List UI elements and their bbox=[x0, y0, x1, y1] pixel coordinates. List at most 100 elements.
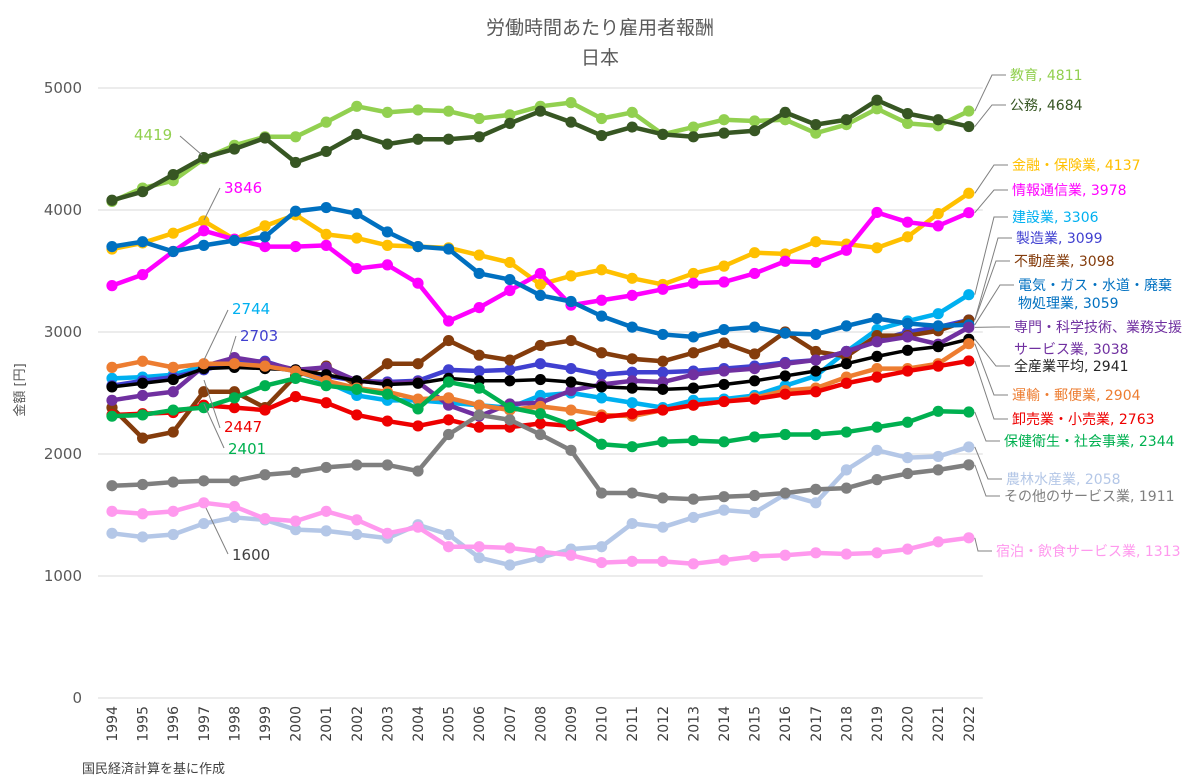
data-point bbox=[963, 289, 975, 301]
data-point bbox=[167, 169, 179, 181]
data-point bbox=[626, 487, 638, 499]
data-point bbox=[504, 542, 516, 554]
data-point bbox=[902, 108, 914, 120]
data-point bbox=[871, 206, 883, 219]
x-tick-label: 2006 bbox=[472, 706, 488, 742]
series-label: 専門・科学技術、業務支援サービス業, 3038 bbox=[1014, 320, 1182, 358]
data-point bbox=[840, 114, 853, 126]
x-tick-label: 2020 bbox=[901, 706, 917, 742]
data-point bbox=[259, 404, 271, 416]
data-point bbox=[779, 106, 791, 118]
data-point bbox=[626, 272, 638, 284]
series-label: 金融・保険業, 4137 bbox=[1012, 158, 1141, 174]
data-point bbox=[167, 386, 179, 398]
data-point bbox=[749, 375, 761, 387]
data-point bbox=[106, 381, 118, 393]
data-point bbox=[351, 262, 363, 275]
data-point bbox=[840, 320, 853, 332]
data-point bbox=[167, 245, 179, 258]
data-point bbox=[167, 373, 179, 386]
series-12 bbox=[106, 372, 975, 453]
series-label: 宿泊・飲食サービス業, 1313 bbox=[996, 543, 1181, 560]
x-tick-label: 2015 bbox=[748, 706, 764, 742]
data-point bbox=[137, 355, 149, 367]
series-label: 運輸・郵便業, 2904 bbox=[1012, 388, 1141, 404]
data-point bbox=[565, 363, 577, 375]
data-point bbox=[443, 414, 455, 426]
x-tick-label: 2019 bbox=[870, 706, 886, 742]
series-label: 保健衛生・社会事業, 2344 bbox=[1004, 434, 1175, 450]
data-point bbox=[320, 380, 332, 392]
data-point bbox=[473, 302, 485, 314]
data-point bbox=[381, 239, 393, 251]
data-point bbox=[626, 321, 638, 333]
data-point bbox=[504, 559, 516, 571]
data-point bbox=[718, 491, 730, 503]
data-point bbox=[259, 380, 271, 392]
data-point bbox=[106, 480, 118, 492]
data-point bbox=[259, 220, 271, 232]
data-point bbox=[504, 273, 516, 286]
data-point bbox=[871, 350, 883, 362]
x-tick-label: 2014 bbox=[717, 706, 733, 742]
data-point bbox=[718, 554, 730, 566]
data-point bbox=[137, 269, 149, 281]
data-point bbox=[504, 354, 516, 366]
data-point bbox=[626, 366, 638, 378]
data-point bbox=[932, 220, 944, 232]
data-point bbox=[198, 215, 210, 227]
x-axis-ticks: 1994 1995 1996 1997 1998 1999 2000 2001 2002 2003… bbox=[105, 706, 978, 742]
data-point bbox=[137, 478, 149, 491]
data-point bbox=[137, 186, 149, 198]
data-point bbox=[198, 225, 210, 237]
data-point bbox=[473, 399, 485, 411]
data-point bbox=[810, 497, 822, 509]
data-point bbox=[106, 280, 118, 292]
data-point bbox=[412, 393, 424, 405]
data-point bbox=[504, 402, 516, 414]
data-point bbox=[351, 208, 363, 220]
data-point bbox=[810, 256, 822, 269]
data-point bbox=[687, 347, 700, 359]
data-point bbox=[351, 514, 363, 526]
data-point bbox=[657, 328, 669, 341]
data-point bbox=[565, 419, 577, 431]
chart-subtitle: 日本 bbox=[581, 47, 619, 69]
data-point bbox=[198, 517, 210, 530]
data-point bbox=[351, 528, 363, 541]
series-14 bbox=[106, 409, 975, 505]
leader-line bbox=[974, 260, 1010, 321]
data-point bbox=[902, 216, 914, 228]
annotations: 4419 3846 2744 2703 2447 2401 1600 bbox=[134, 126, 278, 564]
data-point bbox=[534, 428, 547, 441]
data-point bbox=[381, 527, 393, 539]
data-point bbox=[932, 341, 944, 353]
data-point bbox=[228, 143, 240, 155]
data-point bbox=[565, 97, 577, 109]
data-point bbox=[290, 131, 302, 143]
data-point bbox=[626, 517, 638, 530]
data-point bbox=[963, 459, 975, 471]
data-point bbox=[290, 391, 302, 403]
data-point bbox=[840, 548, 853, 560]
data-point bbox=[290, 515, 302, 527]
x-tick-label: 2009 bbox=[564, 706, 580, 742]
data-point bbox=[259, 241, 271, 253]
data-point bbox=[902, 317, 914, 330]
data-point bbox=[687, 331, 700, 343]
data-point bbox=[902, 231, 914, 243]
data-point bbox=[473, 541, 485, 553]
data-point bbox=[381, 138, 393, 150]
leader-line bbox=[974, 537, 992, 552]
data-point bbox=[932, 320, 944, 332]
data-point bbox=[840, 482, 853, 494]
data-point bbox=[473, 365, 485, 377]
x-tick-label: 2002 bbox=[350, 706, 366, 742]
data-point bbox=[473, 382, 485, 394]
series-3 bbox=[106, 206, 975, 327]
data-point bbox=[749, 363, 761, 375]
data-point bbox=[106, 394, 118, 406]
data-point bbox=[137, 409, 149, 421]
y-tick-label: 4000 bbox=[44, 201, 82, 219]
data-point bbox=[687, 277, 700, 289]
